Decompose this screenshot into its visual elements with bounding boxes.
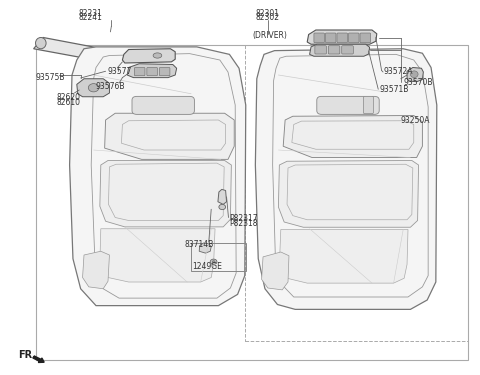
Text: 82301: 82301 bbox=[256, 9, 280, 18]
Ellipse shape bbox=[410, 71, 418, 78]
Text: P82318: P82318 bbox=[229, 219, 258, 228]
Polygon shape bbox=[127, 64, 177, 78]
Text: 93571B: 93571B bbox=[379, 86, 408, 94]
FancyBboxPatch shape bbox=[159, 68, 170, 76]
Polygon shape bbox=[83, 251, 109, 289]
FancyBboxPatch shape bbox=[360, 33, 371, 43]
FancyBboxPatch shape bbox=[314, 33, 324, 43]
Text: FR.: FR. bbox=[18, 351, 36, 360]
Bar bbox=[245, 45, 468, 341]
Ellipse shape bbox=[88, 84, 99, 92]
Ellipse shape bbox=[210, 259, 217, 264]
FancyBboxPatch shape bbox=[132, 96, 194, 114]
Polygon shape bbox=[34, 38, 202, 79]
FancyBboxPatch shape bbox=[317, 96, 379, 114]
FancyBboxPatch shape bbox=[342, 46, 353, 54]
Bar bbox=[191, 243, 246, 271]
Text: 93570B: 93570B bbox=[403, 78, 432, 87]
Text: 93577: 93577 bbox=[108, 68, 132, 76]
Ellipse shape bbox=[212, 261, 215, 263]
FancyBboxPatch shape bbox=[348, 33, 359, 43]
Polygon shape bbox=[70, 47, 246, 306]
Bar bbox=[36, 45, 468, 360]
Text: 82302: 82302 bbox=[256, 13, 280, 22]
Polygon shape bbox=[105, 113, 234, 159]
Text: 93576B: 93576B bbox=[95, 82, 124, 91]
Text: 93572A: 93572A bbox=[384, 68, 413, 76]
Polygon shape bbox=[199, 243, 211, 253]
Polygon shape bbox=[100, 229, 215, 282]
Text: 1249GE: 1249GE bbox=[192, 262, 222, 271]
FancyBboxPatch shape bbox=[325, 33, 336, 43]
Text: 82231: 82231 bbox=[78, 9, 102, 18]
Text: 93250A: 93250A bbox=[401, 116, 430, 125]
FancyBboxPatch shape bbox=[328, 46, 340, 54]
Polygon shape bbox=[262, 252, 289, 290]
Polygon shape bbox=[255, 49, 437, 309]
FancyBboxPatch shape bbox=[147, 68, 157, 76]
Polygon shape bbox=[218, 189, 227, 204]
Polygon shape bbox=[283, 116, 422, 158]
Text: 82610: 82610 bbox=[57, 98, 81, 107]
FancyBboxPatch shape bbox=[337, 33, 348, 43]
Text: (DRIVER): (DRIVER) bbox=[252, 31, 287, 40]
Circle shape bbox=[219, 204, 226, 210]
FancyBboxPatch shape bbox=[134, 68, 145, 76]
Text: 93575B: 93575B bbox=[36, 74, 65, 82]
Text: 83714B: 83714B bbox=[185, 240, 214, 249]
Polygon shape bbox=[310, 44, 370, 56]
Polygon shape bbox=[407, 68, 423, 82]
FancyArrow shape bbox=[33, 356, 44, 363]
Ellipse shape bbox=[153, 53, 162, 58]
Polygon shape bbox=[122, 49, 175, 63]
Polygon shape bbox=[307, 30, 377, 44]
Polygon shape bbox=[100, 160, 231, 227]
Polygon shape bbox=[278, 160, 419, 227]
Text: 82620: 82620 bbox=[57, 93, 81, 102]
Text: P82317: P82317 bbox=[229, 214, 258, 223]
FancyBboxPatch shape bbox=[363, 96, 373, 114]
Polygon shape bbox=[77, 79, 109, 97]
FancyBboxPatch shape bbox=[315, 46, 326, 54]
Ellipse shape bbox=[36, 38, 46, 49]
Text: 82241: 82241 bbox=[78, 13, 102, 22]
Polygon shape bbox=[279, 230, 408, 283]
